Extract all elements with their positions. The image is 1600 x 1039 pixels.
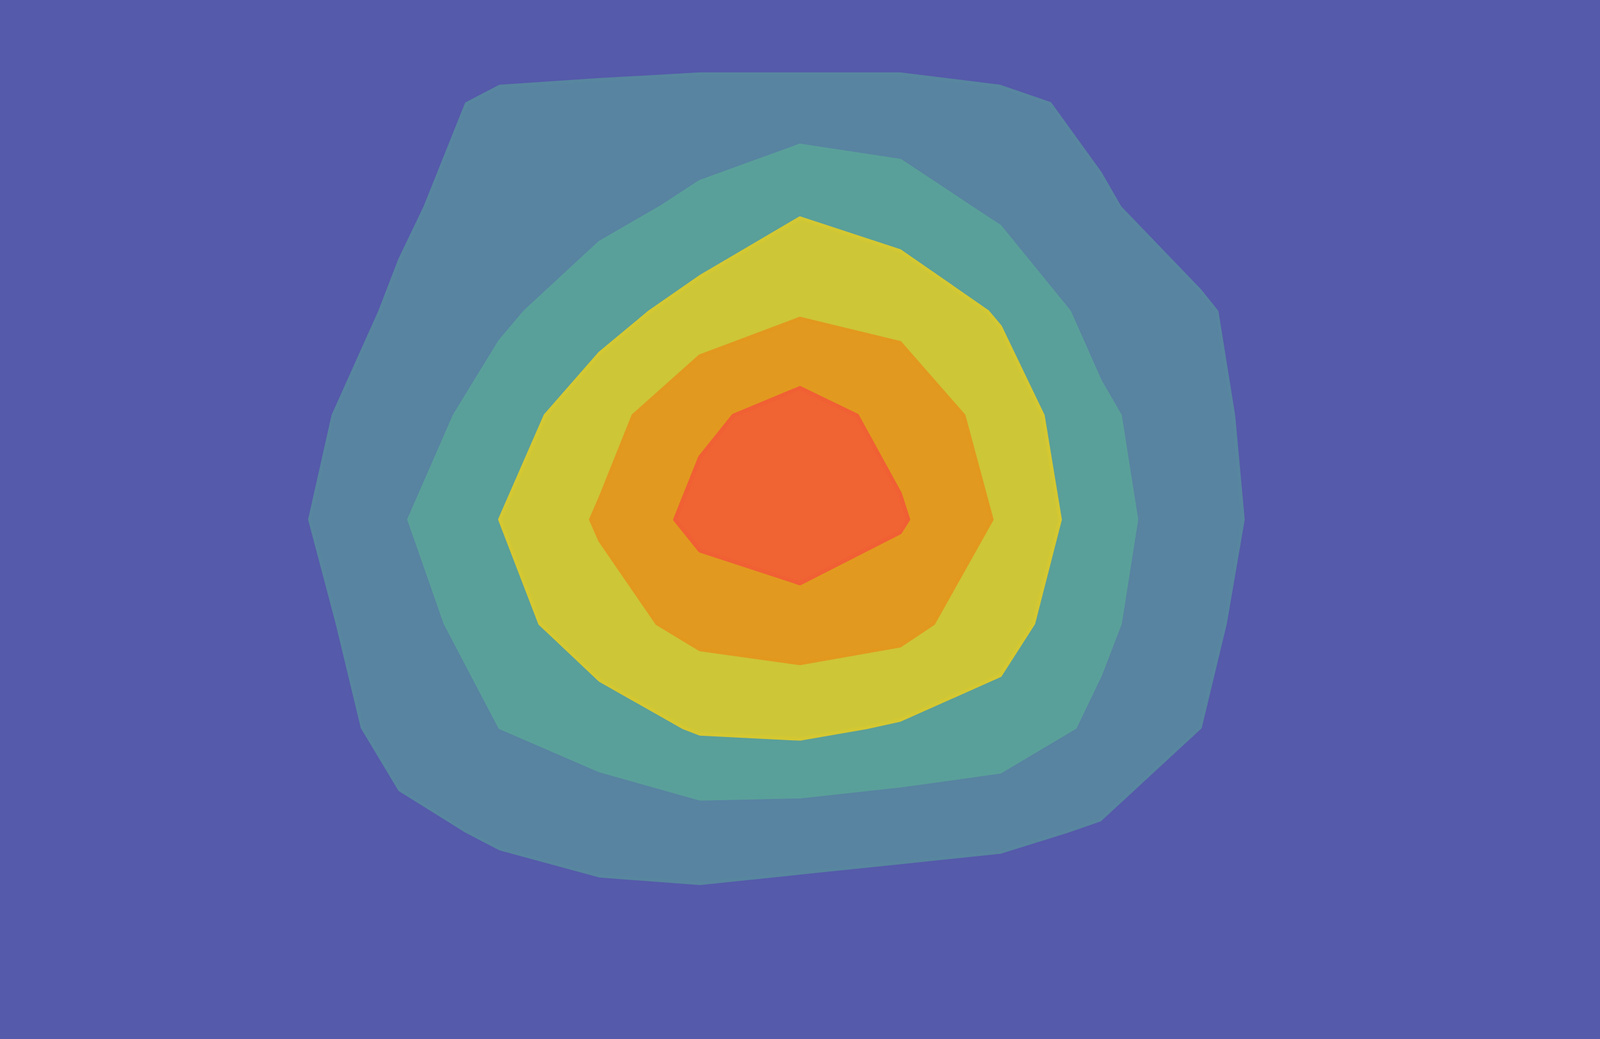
- background: [0, 0, 1600, 1039]
- contour-level: [310, 74, 1244, 884]
- chart: [0, 0, 1600, 1039]
- contour-level: [409, 145, 1137, 799]
- contour-level: [675, 387, 909, 584]
- contour-level: [500, 218, 1060, 739]
- contour-layers: [310, 74, 1244, 884]
- contour-level: [590, 318, 992, 664]
